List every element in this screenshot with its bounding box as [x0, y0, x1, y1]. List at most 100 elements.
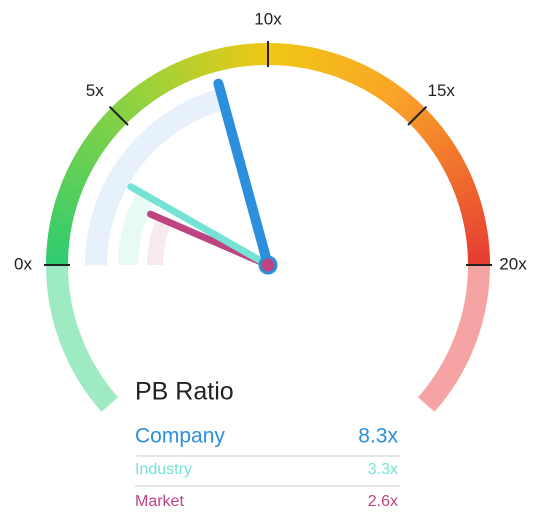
- gauge-band: [59, 181, 83, 197]
- tick-label: 20x: [499, 254, 527, 273]
- gauge-band: [416, 116, 439, 137]
- gauge-band: [65, 167, 89, 184]
- legend-name: Market: [135, 493, 184, 510]
- gauge-band: [184, 56, 200, 80]
- gauge-band: [131, 85, 151, 108]
- needle-hub: [258, 255, 278, 275]
- gauge-band: [391, 90, 411, 113]
- gauge-band: [62, 174, 86, 191]
- gauge-band: [429, 134, 453, 154]
- gauge-band: [396, 94, 417, 117]
- gauge-extension: [46, 264, 119, 412]
- legend-value: 3.3x: [368, 461, 398, 478]
- gauge-band: [163, 65, 181, 89]
- gauge-band: [401, 100, 423, 122]
- value-arc: [118, 190, 156, 266]
- gauge-band: [288, 44, 300, 68]
- gauge-extension: [417, 264, 490, 412]
- legend-name: Company: [135, 425, 225, 448]
- gauge-band: [125, 89, 146, 112]
- gauge-band: [373, 76, 393, 100]
- gauge-band: [48, 226, 72, 238]
- tick-mark: [407, 105, 428, 126]
- gauge-band: [463, 218, 487, 231]
- gauge-band: [206, 49, 220, 73]
- gauge-band: [49, 218, 73, 231]
- gauge-band: [79, 140, 103, 160]
- gauge-band: [71, 153, 95, 172]
- gauge-band: [455, 189, 480, 204]
- gauge-band: [447, 167, 471, 185]
- gauge-band: [54, 196, 78, 210]
- gauge-band: [157, 68, 175, 92]
- tick-mark: [108, 105, 129, 126]
- gauge-band: [302, 46, 315, 70]
- gauge-band: [137, 80, 157, 104]
- gauge-band: [367, 72, 386, 96]
- gauge-band: [361, 68, 380, 92]
- gauge-band: [46, 241, 70, 252]
- gauge-band: [453, 181, 477, 197]
- gauge-band: [150, 72, 169, 96]
- tick-label: 5x: [86, 81, 104, 100]
- gauge-band: [88, 128, 111, 148]
- gauge-band: [309, 47, 323, 72]
- gauge-band: [143, 76, 163, 100]
- gauge-band: [237, 44, 248, 67]
- value-arc: [147, 216, 172, 266]
- gauge-band: [379, 80, 399, 104]
- gauge-band: [214, 47, 227, 71]
- gauge-band: [68, 160, 92, 178]
- gauge-band: [281, 43, 292, 67]
- gauge-band: [342, 59, 359, 83]
- gauge-band: [425, 128, 448, 148]
- gauge-band: [466, 234, 489, 245]
- gauge-band: [411, 110, 434, 132]
- gauge-band: [192, 53, 207, 78]
- chart-title: PB Ratio: [135, 378, 234, 406]
- gauge-band: [336, 56, 352, 80]
- gauge-band: [229, 45, 241, 69]
- gauge-band: [83, 134, 107, 154]
- gauge-band: [355, 65, 373, 89]
- gauge-band: [437, 147, 461, 166]
- tick-label: 0x: [14, 254, 32, 273]
- gauge-band: [462, 211, 486, 224]
- legend-value: 2.6x: [368, 493, 398, 510]
- gauge-band: [385, 85, 405, 108]
- needle: [127, 183, 272, 269]
- gauge-band: [113, 99, 135, 122]
- gauge-band: [47, 233, 71, 245]
- gauge-band: [444, 160, 468, 178]
- gauge-band: [97, 116, 120, 137]
- legend-value: 8.3x: [358, 425, 398, 448]
- gauge-band: [295, 45, 307, 69]
- gauge-band: [93, 122, 116, 142]
- gauge-band: [441, 153, 465, 172]
- value-arc: [85, 88, 226, 266]
- tick-label: 15x: [428, 81, 456, 100]
- legend-name: Industry: [135, 461, 192, 478]
- gauge-band: [329, 53, 345, 78]
- gauge-band: [460, 203, 484, 217]
- needle: [213, 78, 273, 270]
- gauge-band: [177, 59, 194, 83]
- gauge-band: [56, 188, 81, 204]
- gauge-band: [50, 210, 75, 224]
- gauge-band: [103, 110, 125, 132]
- gauge-band: [349, 62, 366, 86]
- gauge-band: [52, 203, 76, 217]
- gauge-band: [199, 51, 214, 75]
- gauge-band: [221, 46, 234, 70]
- gauge-band: [75, 147, 99, 166]
- gauge-band: [464, 226, 488, 238]
- gauge-band: [458, 196, 482, 211]
- gauge-band: [466, 241, 490, 252]
- gauge-band: [450, 174, 474, 191]
- gauge-band: [244, 43, 255, 67]
- gauge-band: [316, 49, 330, 73]
- gauge-band: [421, 122, 444, 143]
- gauge-band: [170, 62, 188, 86]
- tick-label: 10x: [254, 9, 282, 28]
